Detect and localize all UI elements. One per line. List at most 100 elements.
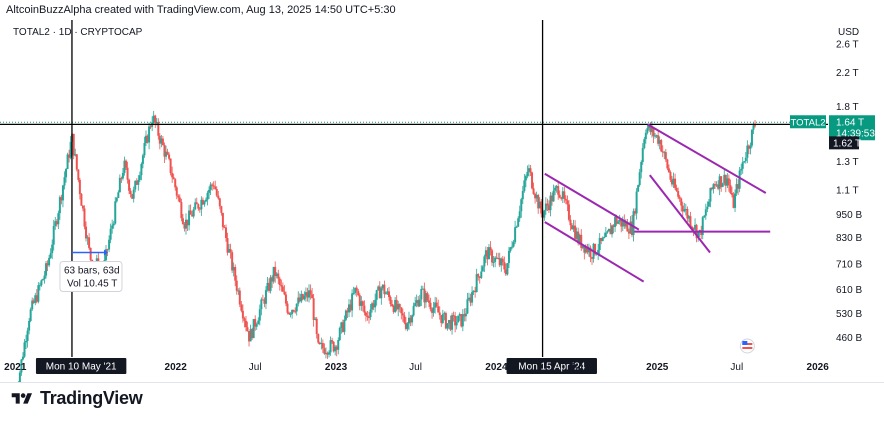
candle-body [606,231,609,233]
candle-body [111,225,114,229]
candle-body [735,184,738,194]
y-tick-label: 530 B [836,309,862,320]
candle-body [727,178,730,186]
candle-body [20,359,23,373]
candle-body [254,319,257,327]
candle-body [146,135,149,143]
candle-body [308,290,311,298]
candle-body [723,174,726,184]
candle-body [567,204,570,220]
symbol-legend[interactable]: TOTAL2 · 1D · CRYPTOCAP [13,27,143,38]
candle-body [612,225,615,227]
candle-body [469,297,472,303]
candle-body [495,257,498,259]
flag-canton [742,341,748,345]
candle-body [123,160,126,173]
candle-body [703,215,706,218]
candle-body [555,186,558,188]
candle-body [269,277,272,291]
price-chart[interactable]: Mon 10 May '21 Mon 15 Apr '24 63 bars, 63d… [0,0,884,382]
candle-body [566,200,569,205]
candle-body [140,163,143,176]
candle-body [238,290,241,305]
candle-body [707,201,710,207]
footer-bar: TradingView [0,382,884,421]
trendline [544,172,640,231]
candle-body [366,315,369,318]
candle-body [108,239,111,250]
candle-body [334,346,337,352]
candle-body [168,154,171,159]
candle-body [237,290,240,292]
candle-body [203,201,206,205]
candle-body [660,140,663,152]
candle-body [435,302,438,307]
candle-body [163,144,166,157]
candle-body [192,209,195,217]
candle-body [154,115,157,124]
candle-body [129,190,132,195]
candle-body [175,187,178,196]
candle-body [583,245,586,253]
candle-body [178,197,181,203]
measure-bars-label: 63 bars, 63d [64,265,120,276]
candle-body [650,127,653,133]
candle-body [464,313,467,317]
candle-body [189,210,192,215]
candle-body [437,306,440,313]
candle-body [289,313,292,315]
y-tick-label: 950 B [836,210,862,221]
candle-body [138,175,141,180]
crosshair-date-label: Mon 10 May '21 [46,362,117,373]
candle-body [427,300,430,303]
horizontal-line-value: 1.62 T [833,138,861,149]
candle-body [704,209,707,216]
candle-body [360,301,363,306]
candle-body [105,249,108,261]
candle-body [248,331,251,342]
candle-body [724,174,727,186]
candle-body [280,285,283,287]
candle-body [664,152,667,160]
tradingview-logo[interactable]: TradingView [10,388,143,409]
candle-body [141,155,144,164]
candle-body [164,151,167,157]
candle-body [738,170,741,189]
y-tick-label: 1.1 T [836,185,859,196]
candle-body [169,158,172,174]
candle-body [587,247,590,253]
candle-body [286,303,289,313]
candle-body [137,179,140,185]
candle-body [443,313,446,315]
candle-body [371,303,374,310]
candle-body [478,276,481,278]
candle-body [609,228,612,235]
candle-body [320,343,323,345]
candle-body [532,188,535,194]
candle-body [283,291,286,295]
candle-body [109,228,112,240]
candle-body [300,294,303,302]
candle-body [161,138,164,145]
candle-body [404,322,407,329]
candle-body [34,295,37,303]
candle-body [503,262,506,270]
candle-body [72,133,75,156]
candle-body [46,263,49,266]
candle-body [455,322,458,326]
candle-body [467,297,470,300]
candle-body [710,187,713,190]
crosshair-date-tag [35,358,127,374]
candle-body [577,231,580,244]
last-price-tag [829,115,875,141]
x-tick-label: 2021 [4,362,27,373]
candle-body [692,228,695,230]
candle-body [314,318,317,320]
candle-body [48,257,51,266]
candle-body [466,299,469,314]
candle-body [69,141,72,158]
candle-body [191,214,194,217]
candle-body [263,299,266,304]
candle-body [569,219,572,226]
candle-body [432,307,435,313]
